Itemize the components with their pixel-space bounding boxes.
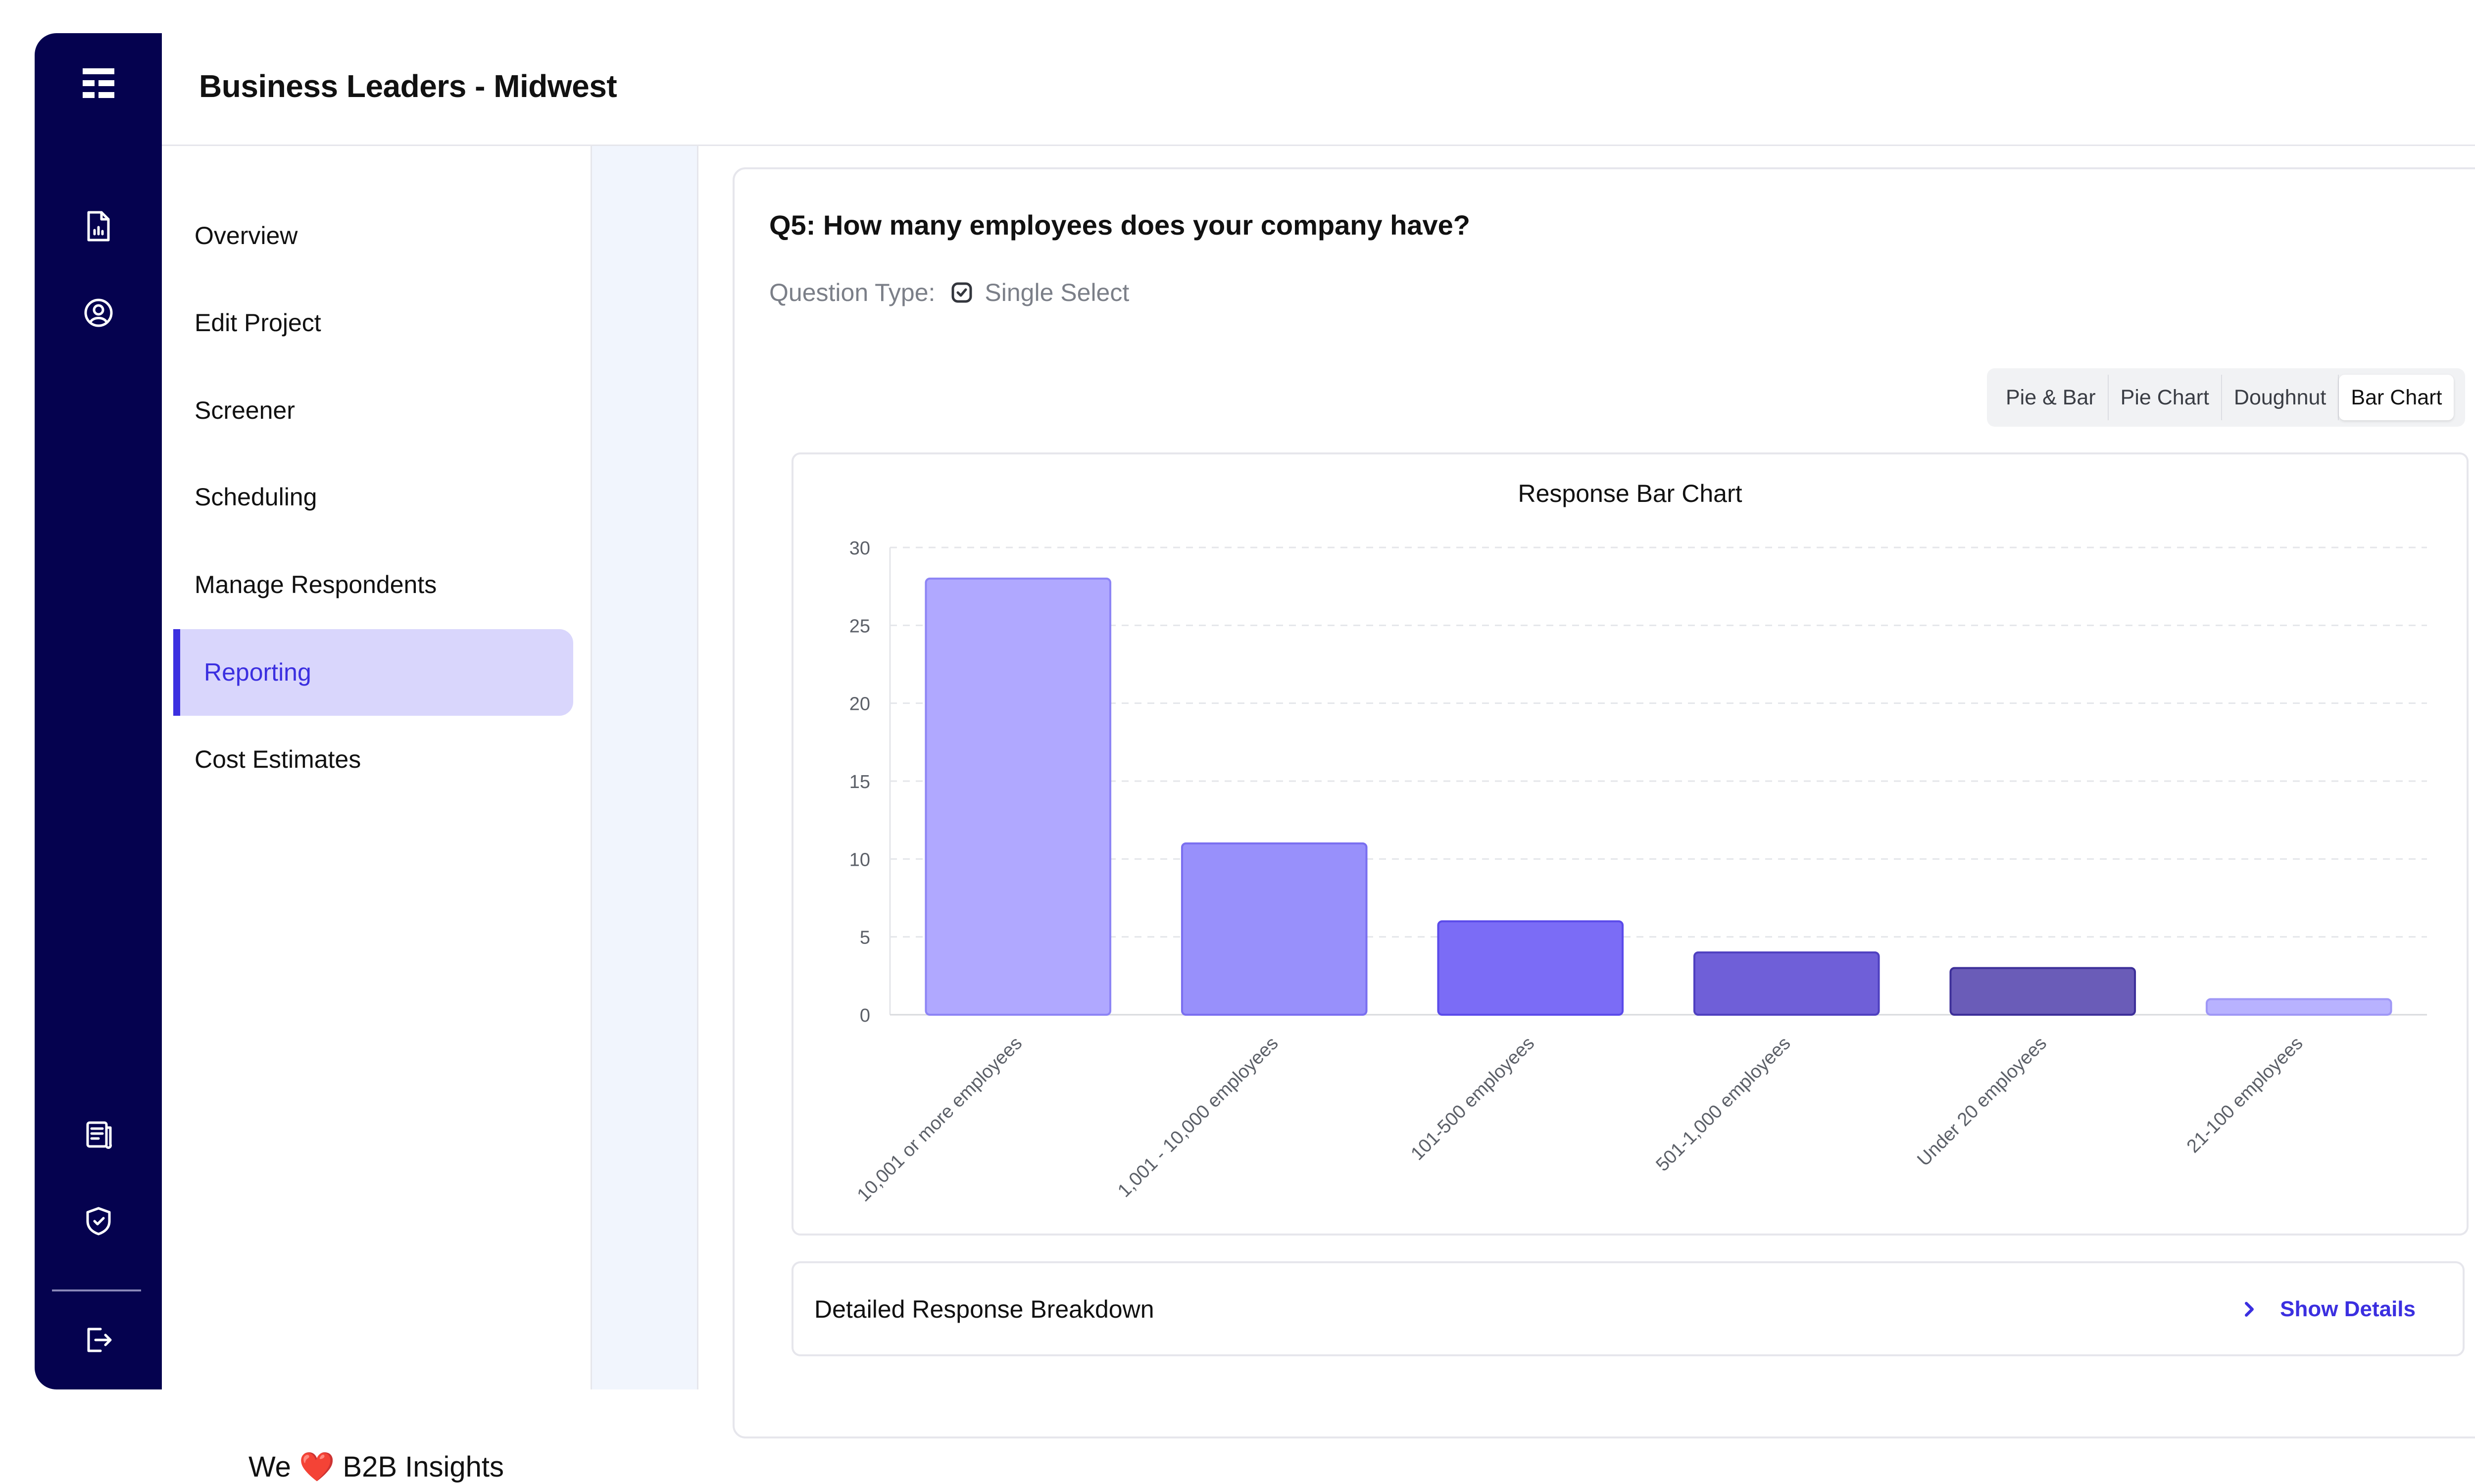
question-type: Question Type: Single Select [769,278,1129,307]
bar [1181,842,1368,1016]
x-tick-label: 10,001 or more employees [853,1033,1026,1206]
bar [1437,920,1624,1016]
tagline-suffix: B2B Insights [343,1451,504,1483]
show-details-label: Show Details [2280,1297,2416,1321]
nav-item-manage-respondents[interactable]: Manage Respondents [195,571,437,598]
question-type-value: Single Select [985,279,1130,306]
checkbox-icon [950,281,974,304]
chevron-right-icon [2243,1300,2255,1318]
shield-icon[interactable] [35,1199,162,1243]
heart-icon: ❤️ [299,1451,335,1483]
report-document-icon[interactable] [35,204,162,248]
content-gutter [592,146,698,1389]
nav-item-screener[interactable]: Screener [195,396,295,424]
app-grid-icon[interactable] [35,63,162,107]
x-tick-label: 1,001 - 10,000 employees [1114,1033,1282,1201]
response-breakdown-row[interactable]: Detailed Response Breakdown Show Details [792,1261,2465,1356]
question-title: Q5: How many employees does your company… [769,209,1470,241]
notes-icon[interactable] [35,1112,162,1157]
page-header: Business Leaders - Midwest [162,33,2475,146]
toggle-pie-chart[interactable]: Pie Chart [2109,375,2222,420]
y-tick-label: 5 [860,928,870,948]
project-nav: Overview Edit Project Screener Schedulin… [162,146,592,1483]
tagline-prefix: We [248,1451,291,1483]
bar [1949,967,2136,1016]
breakdown-title: Detailed Response Breakdown [814,1295,1154,1323]
page-title: Business Leaders - Midwest [199,68,617,104]
app-rail [35,33,162,1389]
y-tick-label: 25 [849,616,870,637]
nav-item-reporting[interactable]: Reporting [173,629,573,716]
x-tick-label: Under 20 employees [1913,1033,2051,1171]
y-tick-label: 10 [849,849,870,870]
bar [925,577,1112,1016]
y-tick-label: 20 [849,694,870,715]
x-tick-label: 501-1,000 employees [1652,1033,1794,1176]
nav-item-overview[interactable]: Overview [195,222,298,249]
chart-view-toggle: Pie & Bar Pie Chart Doughnut Bar Chart [1987,368,2465,427]
nav-item-reporting-label: Reporting [204,658,311,686]
x-tick-label: 21-100 employees [2183,1033,2307,1157]
bar-chart: 0 5 10 15 20 25 30 10,001 or more employees 1,00… [849,538,2427,1206]
tagline: We ❤️ B2B Insights [162,1450,591,1484]
chart-title: Response Bar Chart [1518,480,1742,507]
x-tick-label: 101-500 employees [1407,1033,1538,1165]
bar [1693,951,1880,1016]
bar [2205,998,2392,1016]
toggle-doughnut[interactable]: Doughnut [2222,375,2339,420]
y-tick-label: 30 [849,538,870,559]
toggle-bar-chart[interactable]: Bar Chart [2339,375,2454,420]
question-type-label: Question Type: [769,279,936,306]
nav-item-scheduling[interactable]: Scheduling [195,483,317,511]
rail-divider [52,1289,141,1291]
user-circle-icon[interactable] [35,291,162,335]
logout-icon[interactable] [35,1318,162,1362]
bar-chart-panel: Response Bar Chart 0 5 10 15 20 25 30 10,001 or… [792,452,2469,1236]
nav-item-cost-estimates[interactable]: Cost Estimates [195,745,361,773]
nav-item-edit-project[interactable]: Edit Project [195,309,321,337]
show-details-button[interactable]: Show Details [2243,1297,2416,1322]
question-card: Q5: How many employees does your company… [733,167,2475,1438]
y-tick-label: 15 [849,772,870,792]
toggle-pie-and-bar[interactable]: Pie & Bar [1994,375,2109,420]
y-tick-label: 0 [860,1005,870,1026]
